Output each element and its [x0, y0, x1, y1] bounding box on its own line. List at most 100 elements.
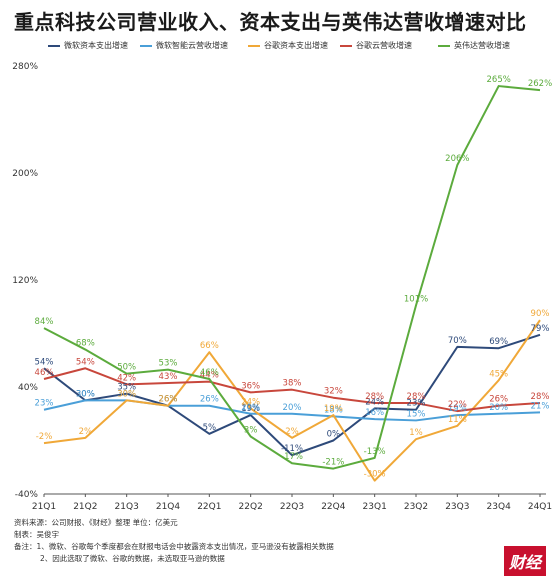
data-label: 262%: [528, 79, 552, 89]
data-label: 19%: [241, 404, 260, 414]
data-label: 28%: [407, 392, 426, 402]
data-label: 54%: [35, 357, 54, 367]
data-label: 24%: [241, 397, 260, 407]
series-line-0: [43, 333, 541, 457]
data-label: 44%: [200, 371, 219, 381]
data-label: 20%: [241, 403, 260, 413]
data-label: 30%: [117, 389, 136, 399]
data-label: 70%: [448, 336, 467, 346]
data-label: 22%: [448, 400, 467, 410]
data-label: 23%: [35, 399, 54, 409]
x-tick-label: 23Q4: [487, 502, 512, 512]
legend-label: 英伟达营收增速: [454, 41, 510, 50]
data-label: 26%: [489, 395, 508, 405]
data-label: 54%: [76, 357, 95, 367]
series-line-3: [43, 367, 541, 413]
x-tick-label: 23Q1: [363, 502, 387, 512]
legend-entry: 英伟达营收增速: [438, 40, 510, 51]
data-label: 18%: [324, 405, 343, 415]
caijing-logo: 财经: [504, 546, 546, 576]
data-label: 46%: [200, 368, 219, 378]
data-label: 69%: [489, 337, 508, 347]
legend-entry: 谷歌资本支出增速: [248, 40, 328, 51]
legend-label: 谷歌资本支出增速: [264, 41, 328, 50]
data-label: 36%: [241, 381, 260, 391]
data-label: 26%: [200, 395, 219, 405]
page-title: 重点科技公司营业收入、资本支出与英伟达营收增速对比: [14, 10, 527, 34]
y-tick-label: 120%: [12, 276, 38, 286]
x-tick-label: 23Q2: [404, 502, 428, 512]
y-tick-label: -40%: [15, 490, 39, 500]
legend-swatch: [248, 44, 260, 47]
legend-entry: 微软智能云营收增速: [140, 40, 228, 51]
y-tick-label: 40%: [18, 383, 38, 393]
line-chart: -40% 40% 120% 200% 280% 21Q1 21Q2 21Q3 21Q4 22Q1 2…: [12, 62, 552, 512]
data-label: 101%: [404, 294, 428, 304]
data-label: 42%: [117, 373, 136, 383]
data-label: 21%: [531, 401, 550, 411]
data-label: 90%: [531, 309, 550, 319]
data-label: 38%: [283, 379, 302, 389]
data-label: 24%: [365, 397, 384, 407]
legend-label: 谷歌云营收增速: [356, 41, 412, 50]
series-line-2: [43, 319, 541, 482]
data-label: 35%: [117, 383, 136, 393]
data-label: 28%: [365, 392, 384, 402]
series-line-4: [43, 85, 541, 470]
data-label: 43%: [159, 372, 178, 382]
x-tick-label: 22Q2: [239, 502, 263, 512]
data-label: 15%: [407, 409, 426, 419]
data-label: 5%: [203, 423, 217, 433]
data-label: 30%: [76, 389, 95, 399]
data-label: 26%: [159, 395, 178, 405]
data-label: 30%: [76, 389, 95, 399]
x-tick-label: 24Q1: [528, 502, 552, 512]
data-label: 26%: [159, 395, 178, 405]
data-label: 20%: [489, 403, 508, 413]
data-label: 23%: [407, 399, 426, 409]
y-tick-label: 280%: [12, 62, 38, 72]
data-label: -21%: [322, 458, 344, 468]
data-label: -2%: [36, 432, 53, 442]
x-tick-label: 23Q3: [445, 502, 469, 512]
data-label: 16%: [365, 408, 384, 418]
x-tick-label: 21Q2: [73, 502, 97, 512]
data-label: -13%: [364, 447, 386, 457]
data-label: 46%: [35, 368, 54, 378]
data-label: 2%: [285, 427, 299, 437]
chart-footer: 资料来源：公司财报、《财经》整理 单位：亿美元 制表：吴俊宇 备注：1、微软、谷…: [14, 517, 474, 565]
legend-swatch: [48, 44, 60, 47]
chart-legend: 微软资本支出增速 微软智能云营收增速 谷歌资本支出增速 谷歌云营收增速 英伟达营收增速: [0, 40, 554, 56]
data-label: 19%: [324, 404, 343, 414]
data-label: 11%: [448, 415, 467, 425]
x-tick-label: 21Q4: [156, 502, 181, 512]
data-label: 3%: [244, 425, 258, 435]
data-label: 2%: [79, 427, 93, 437]
data-label: -30%: [364, 470, 386, 480]
x-tick-label: 22Q1: [197, 502, 221, 512]
data-label: 53%: [159, 359, 178, 369]
legend-label: 微软智能云营收增速: [156, 41, 228, 50]
x-tick-label: 22Q4: [321, 502, 346, 512]
remark-note-1: 备注：1、微软、谷歌每个季度都会在财报电话会中披露资本支出情况，亚马逊没有披露相…: [14, 542, 334, 551]
data-label: -17%: [281, 452, 303, 462]
legend-swatch: [140, 44, 152, 47]
x-tick-label: 21Q3: [115, 502, 139, 512]
data-label: 206%: [445, 154, 469, 164]
y-tick-label: 200%: [12, 169, 38, 179]
data-label: 265%: [487, 75, 511, 85]
legend-swatch: [438, 44, 450, 47]
data-label: -11%: [281, 444, 303, 454]
legend-entry: 谷歌云营收增速: [340, 40, 412, 51]
data-label: 28%: [531, 392, 550, 402]
legend-label: 微软资本支出增速: [64, 41, 128, 50]
data-label: 20%: [283, 403, 302, 413]
data-label: 45%: [489, 369, 508, 379]
x-tick-label: 21Q1: [32, 502, 56, 512]
source-note: 资料来源：公司财报、《财经》整理 单位：亿美元: [14, 518, 178, 527]
legend-entry: 微软资本支出增速: [48, 40, 128, 51]
data-label: 0%: [327, 430, 341, 440]
data-label: 68%: [76, 339, 95, 349]
data-label: 79%: [531, 324, 550, 334]
data-label: 32%: [324, 387, 343, 397]
